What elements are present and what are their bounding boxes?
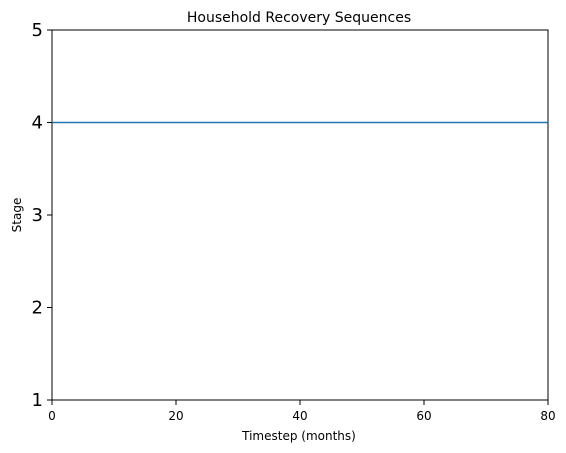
y-tick-label-1: 2: [32, 298, 43, 319]
x-axis-label: Timestep (months): [241, 429, 356, 443]
y-tick-label-0: 1: [32, 390, 43, 411]
x-tick-label-2: 40: [292, 409, 307, 423]
x-tick-label-1: 20: [168, 409, 183, 423]
chart-title: Household Recovery Sequences: [187, 10, 411, 26]
y-axis-label: Stage: [10, 198, 24, 233]
plot-area: [51, 29, 549, 401]
y-axis: 1 2 3 4 5: [32, 20, 52, 411]
y-tick-label-4: 5: [32, 20, 43, 41]
x-axis: 0 20 40 60 80: [48, 400, 556, 423]
x-tick-label-3: 60: [416, 409, 431, 423]
y-tick-label-2: 3: [32, 205, 43, 226]
plot-frame: [51, 29, 549, 401]
x-tick-label-4: 80: [540, 409, 555, 423]
y-tick-label-3: 4: [32, 113, 43, 134]
x-tick-label-0: 0: [48, 409, 56, 423]
